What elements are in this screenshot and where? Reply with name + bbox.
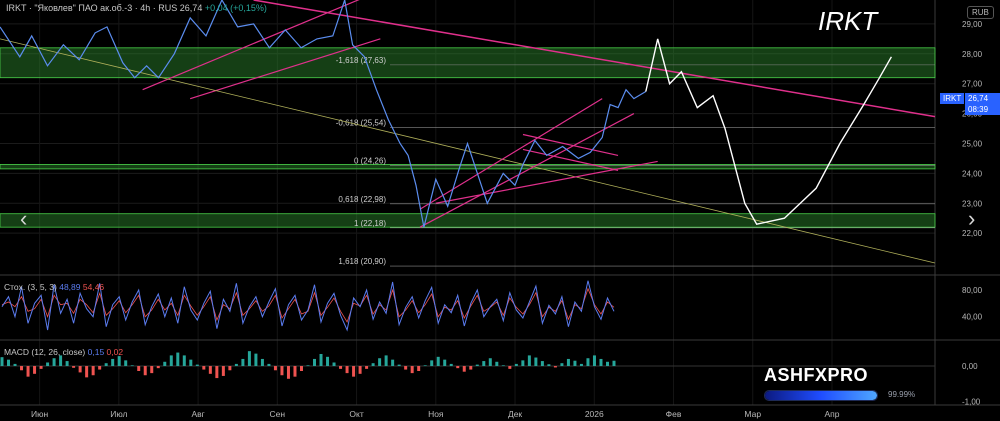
time-axis-label: Окт — [349, 409, 363, 419]
support-resistance-zones — [0, 47, 936, 228]
price-axis-label: 25,00 — [962, 139, 983, 148]
currency-button[interactable]: RUB — [967, 6, 994, 19]
stochastic-k-value: 48,89 — [59, 282, 81, 292]
wedge-line — [522, 148, 619, 171]
brand-logo: ASHFXPRO — [764, 365, 869, 385]
time-axis-label: 2026 — [585, 409, 604, 419]
wedge-line — [522, 133, 619, 157]
price-axis-label: 27,00 — [962, 80, 983, 89]
macd-legend: MACD (12, 26, close) 0,15 0,02 — [4, 347, 123, 357]
scroll-right-icon[interactable]: › — [968, 206, 976, 231]
watermark-ticker: IRKT — [818, 6, 878, 36]
stochastic-d-line — [1, 287, 615, 323]
time-axis-label: Авг — [191, 409, 204, 419]
rising-channel-line — [189, 38, 381, 100]
grid-lines — [0, 0, 1000, 406]
rising-channel-line — [142, 0, 360, 91]
time-axis-label: Июн — [31, 409, 48, 419]
price-axis-label: 29,00 — [962, 20, 983, 29]
time-axis-label: Сен — [270, 409, 286, 419]
macd-pane: 0,00 -1,00 — [0, 351, 981, 406]
stochastic-legend: Стох. (3, 5, 3) 48,89 54,46 — [4, 282, 104, 292]
price-tag-symbol: IRKT — [940, 93, 965, 104]
long-trend-line — [0, 38, 936, 264]
brand-progress-label: 99.99% — [888, 390, 916, 399]
macd-value: 0,15 — [87, 347, 105, 357]
macd-signal-value: 0,02 — [106, 347, 124, 357]
price-axis-label: 24,00 — [962, 169, 983, 178]
time-axis: Июн Июл Авг Сен Окт Ноя Дек 2026 Фев Мар Апр — [31, 409, 840, 419]
stochastic-axis-label: 80,00 — [962, 286, 983, 295]
fib-level-label: 0 (24,26) — [354, 157, 386, 166]
stochastic-axis-label: 40,00 — [962, 313, 983, 322]
price-tag-price: 26,74 — [968, 94, 989, 103]
time-axis-label: Дек — [508, 409, 522, 419]
fib-level-label: -0,618 (25,54) — [336, 118, 387, 127]
time-axis-label: Июл — [110, 409, 127, 419]
projection-path — [645, 38, 893, 225]
price-tag-box: 26,74 08:39 — [965, 93, 1000, 115]
time-axis-label: Фев — [666, 409, 682, 419]
macd-label: MACD (12, 26, close) — [4, 347, 86, 357]
price-axis-label: 23,00 — [962, 199, 983, 208]
price-tag: IRKT 26,74 08:39 — [940, 93, 1000, 115]
trend-lines — [0, 0, 936, 264]
green-zone — [0, 164, 936, 170]
macd-axis-label: 0,00 — [962, 362, 978, 371]
time-axis-label: Мар — [744, 409, 761, 419]
fib-level-label: 1 (22,18) — [354, 219, 386, 228]
stochastic-d-value: 54,46 — [82, 282, 105, 292]
green-zone — [0, 213, 936, 228]
macd-axis-label: -1,00 — [962, 397, 981, 406]
fib-level-label: 0,618 (22,98) — [338, 195, 386, 204]
fib-level-label: -1,618 (27,63) — [336, 56, 387, 65]
time-axis-label: Ноя — [428, 409, 444, 419]
price-tag-countdown: 08:39 — [968, 105, 989, 114]
green-zone — [0, 47, 936, 79]
wedge-line — [419, 113, 635, 228]
price-change: +0,04 (+0,15%) — [204, 3, 267, 13]
brand-progress-fill — [765, 391, 877, 400]
stochastic-k-line — [1, 280, 615, 332]
scroll-left-icon[interactable]: ‹ — [20, 206, 28, 231]
symbol-title: IRKT · "Яковлев" ПАО ак.об.-3 · 4h · RUS… — [6, 3, 267, 13]
last-price: 26,74 — [179, 3, 203, 13]
price-series-line — [0, 0, 647, 228]
stochastic-label: Стох. (3, 5, 3) — [4, 282, 57, 292]
time-axis-label: Апр — [824, 409, 839, 419]
price-axis-label: 22,00 — [962, 229, 983, 238]
brand-progress-bar — [764, 390, 878, 401]
fib-level-label: 1,618 (20,90) — [338, 257, 386, 266]
price-axis-label: 28,00 — [962, 50, 983, 59]
symbol-line: IRKT · "Яковлев" ПАО ак.об.-3 · 4h · RUS — [6, 3, 178, 13]
fibonacci-levels: -1,618 (27,63) -0,618 (25,54) 0 (24,26) 0,6… — [336, 56, 935, 267]
wedge-line — [435, 160, 658, 204]
wedge-line — [419, 98, 603, 210]
descending-resistance-line — [253, 0, 936, 118]
stochastic-pane: 80,00 40,00 — [1, 280, 983, 332]
